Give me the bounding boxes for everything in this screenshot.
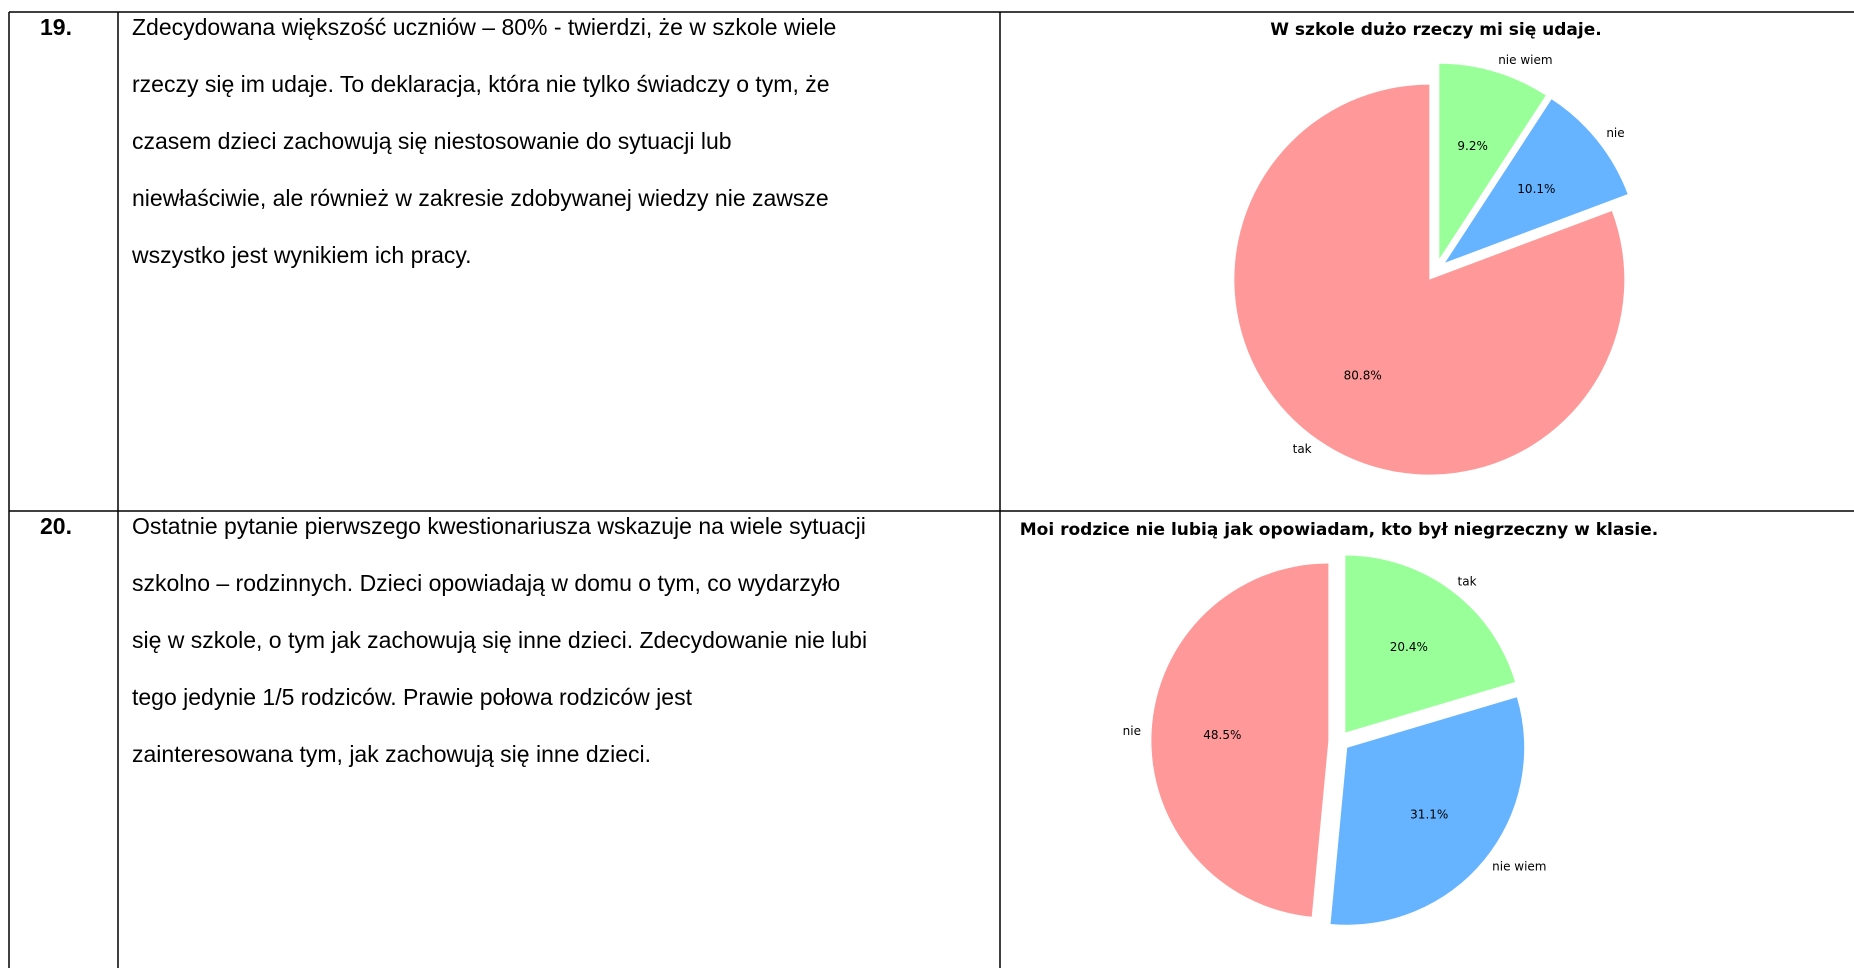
paragraph-line: rzeczy się im udaje. To deklaracja, któr… — [132, 71, 830, 97]
paragraph-line: tego jedynie 1/5 rodziców. Prawie połowa… — [132, 684, 693, 710]
paragraph-line: zainteresowana tym, jak zachowują się in… — [132, 741, 651, 767]
paragraph-line: Ostatnie pytanie pierwszego kwestionariu… — [132, 513, 866, 539]
paragraph-line: niewłaściwie, ale również w zakresie zdo… — [132, 185, 829, 211]
chart-title: W szkole dużo rzeczy mi się udaje. — [1270, 20, 1601, 40]
category-label: tak — [1293, 442, 1312, 456]
pie-slice — [1234, 84, 1625, 475]
value-label: 48.5% — [1203, 728, 1241, 742]
category-label: nie — [1123, 724, 1141, 738]
pie-slice — [1345, 555, 1516, 733]
pie-slice — [1330, 697, 1525, 925]
category-label: nie wiem — [1492, 859, 1546, 873]
chart-title: Moi rodzice nie lubią jak opowiadam, kto… — [1020, 520, 1658, 540]
pie-slice — [1445, 99, 1628, 263]
paragraph-line: się w szkole, o tym jak zachowują się in… — [132, 627, 867, 653]
paragraph-line: Zdecydowana większość uczniów – 80% - tw… — [132, 14, 836, 40]
value-label: 80.8% — [1344, 368, 1382, 382]
row-number: 20. — [40, 513, 72, 539]
paragraph-line: czasem dzieci zachowują się niestosowani… — [132, 128, 732, 154]
value-label: 31.1% — [1410, 808, 1448, 822]
category-label: tak — [1458, 575, 1477, 589]
row-number: 19. — [40, 14, 72, 40]
pie-slice — [1439, 63, 1546, 259]
value-label: 9.2% — [1457, 139, 1488, 153]
paragraph-line: szkolno – rodzinnych. Dzieci opowiadają … — [132, 570, 840, 596]
value-label: 10.1% — [1517, 182, 1555, 196]
category-label: nie wiem — [1498, 53, 1552, 67]
category-label: nie — [1606, 126, 1624, 140]
value-label: 20.4% — [1390, 640, 1428, 654]
paragraph-line: wszystko jest wynikiem ich pracy. — [131, 242, 472, 268]
pie-slice — [1151, 563, 1329, 917]
